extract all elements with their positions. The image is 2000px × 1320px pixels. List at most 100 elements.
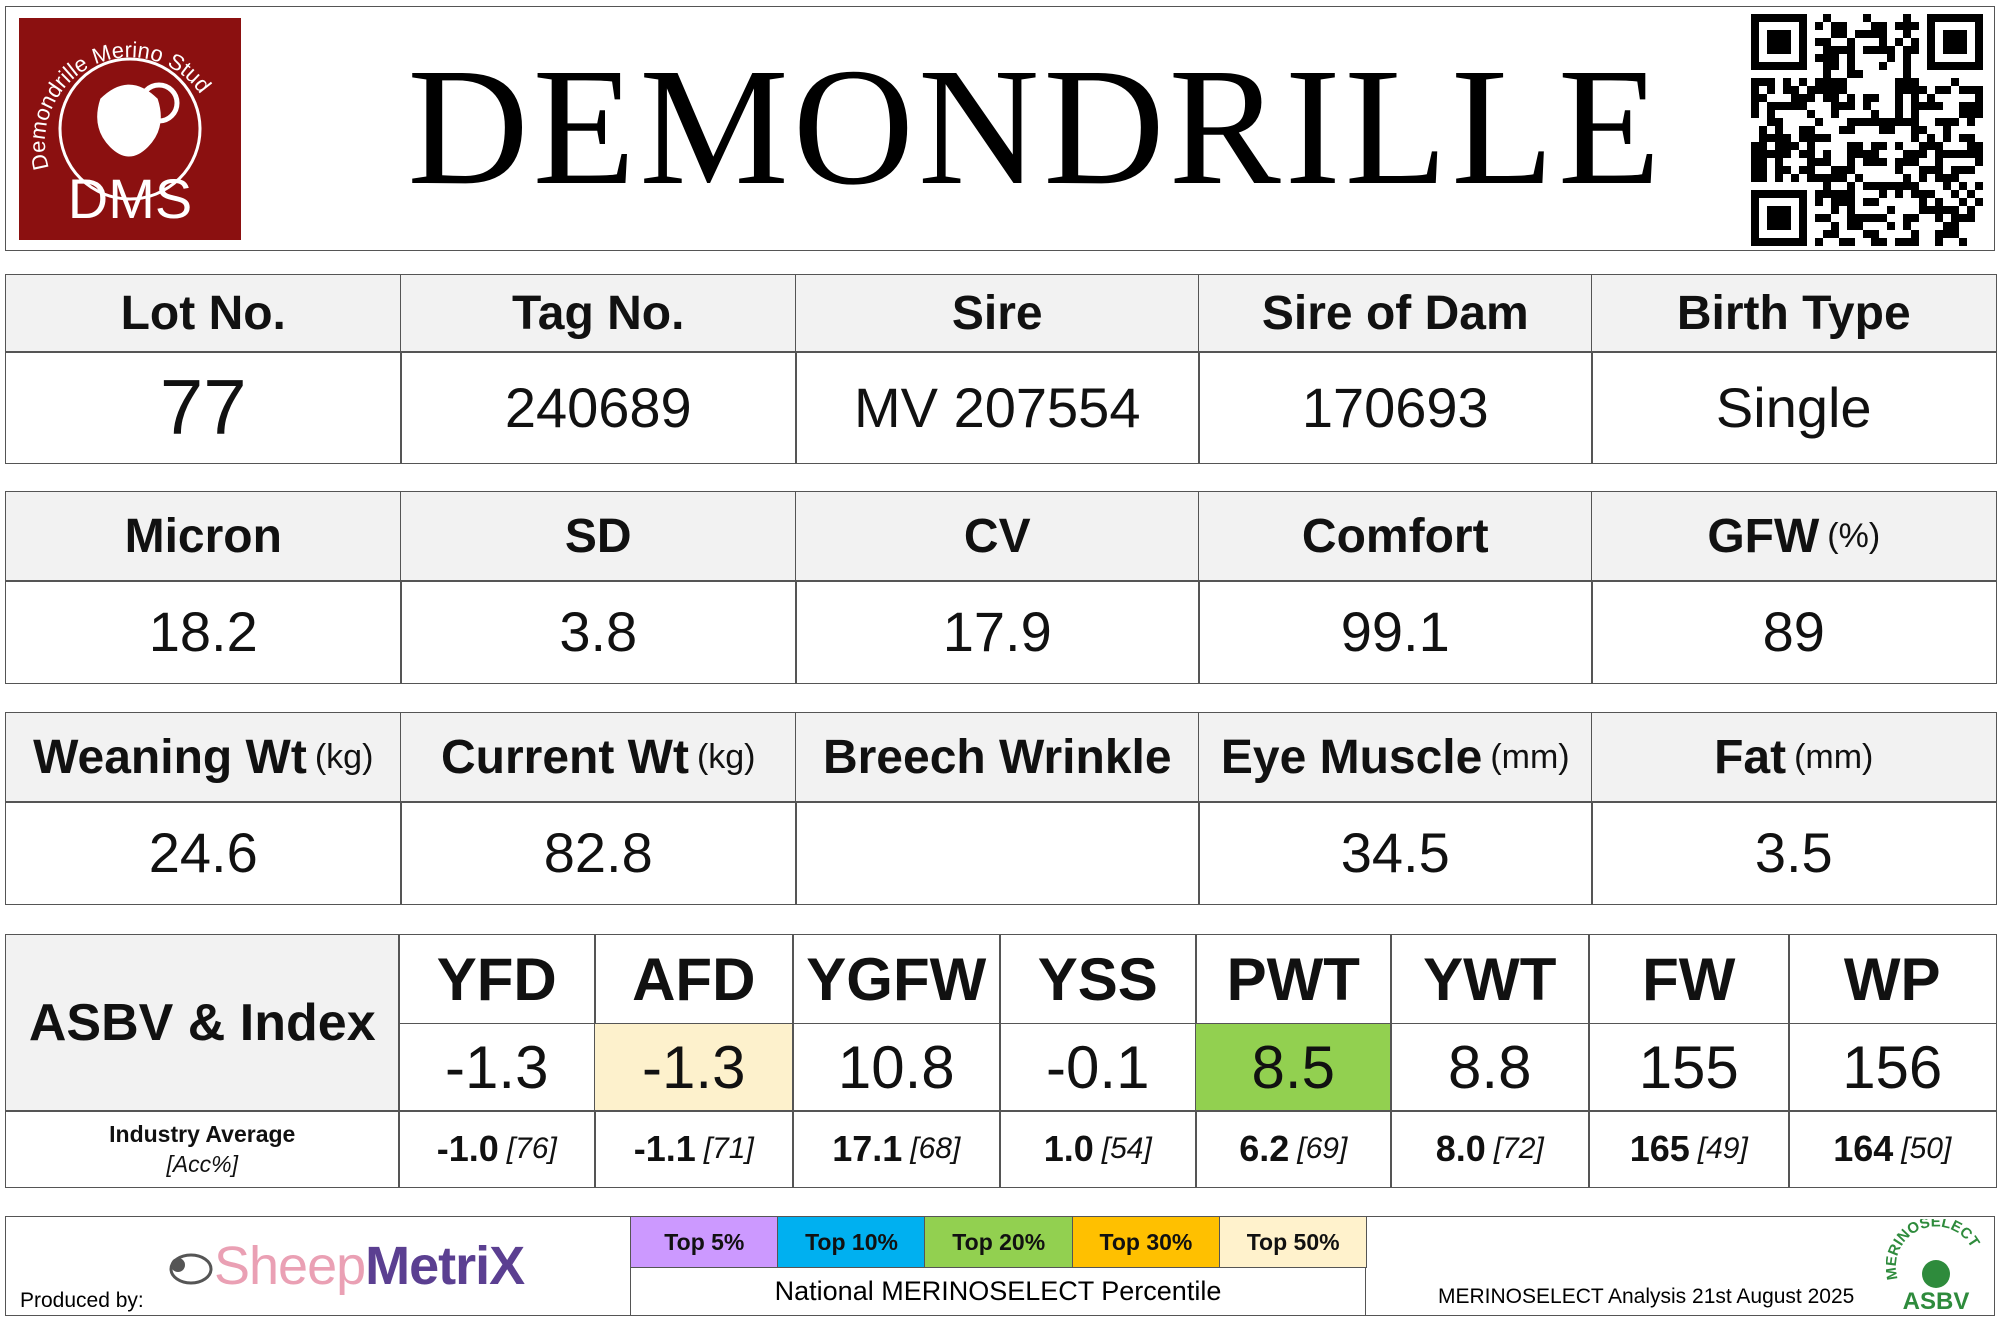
- qr-module: [1807, 110, 1815, 118]
- qr-module: [1959, 14, 1967, 22]
- qr-module: [1927, 94, 1935, 102]
- qr-module: [1895, 158, 1903, 166]
- qr-module: [1823, 158, 1831, 166]
- qr-module: [1799, 46, 1807, 54]
- qr-module: [1767, 30, 1775, 38]
- qr-module: [1951, 38, 1959, 46]
- qr-module: [1919, 174, 1927, 182]
- qr-module: [1951, 166, 1959, 174]
- qr-module: [1975, 86, 1983, 94]
- qr-module: [1871, 158, 1879, 166]
- qr-module: [1759, 62, 1767, 70]
- qr-module: [1783, 46, 1791, 54]
- qr-module: [1799, 198, 1807, 206]
- qr-module: [1799, 150, 1807, 158]
- qr-module: [1759, 126, 1767, 134]
- qr-module: [1863, 14, 1871, 22]
- qr-module: [1751, 174, 1759, 182]
- qr-module: [1975, 182, 1983, 190]
- qr-module: [1815, 214, 1823, 222]
- qr-module: [1839, 238, 1847, 246]
- qr-module: [1911, 46, 1919, 54]
- average-value: 17.1: [832, 1127, 903, 1169]
- qr-module: [1831, 174, 1839, 182]
- header-label: Current Wt: [440, 730, 689, 784]
- qr-module: [1767, 14, 1775, 22]
- qr-module: [1975, 198, 1983, 206]
- header-unit: (mm): [1794, 737, 1874, 776]
- qr-module: [1823, 230, 1831, 238]
- qr-module: [1791, 142, 1799, 150]
- qr-module: [1871, 182, 1879, 190]
- qr-module: [1783, 214, 1791, 222]
- qr-module: [1831, 54, 1839, 62]
- value-cell: 3.5: [1591, 801, 1997, 905]
- qr-module: [1767, 102, 1775, 110]
- qr-module: [1855, 30, 1863, 38]
- qr-module: [1759, 94, 1767, 102]
- qr-module: [1775, 174, 1783, 182]
- column-header: SD: [400, 491, 797, 582]
- qr-module: [1967, 206, 1975, 214]
- qr-module: [1759, 150, 1767, 158]
- asbv-value: 156: [1788, 1023, 1997, 1112]
- qr-module: [1879, 190, 1887, 198]
- qr-module: [1879, 118, 1887, 126]
- value-cell: 170693: [1198, 351, 1593, 464]
- qr-code: [1751, 14, 1983, 246]
- qr-module: [1751, 30, 1759, 38]
- column-header: Eye Muscle (mm): [1198, 712, 1593, 803]
- qr-module: [1895, 142, 1903, 150]
- qr-module: [1823, 70, 1831, 78]
- qr-module: [1815, 190, 1823, 198]
- brand-part: Sheep: [214, 1236, 366, 1296]
- qr-module: [1799, 166, 1807, 174]
- qr-module: [1791, 94, 1799, 102]
- average-value: 6.2: [1239, 1127, 1290, 1169]
- qr-module: [1847, 158, 1855, 166]
- qr-module: [1895, 118, 1903, 126]
- qr-module: [1927, 14, 1935, 22]
- qr-module: [1871, 94, 1879, 102]
- qr-module: [1847, 62, 1855, 70]
- qr-module: [1799, 94, 1807, 102]
- qr-module: [1767, 190, 1775, 198]
- qr-module: [1879, 46, 1887, 54]
- column-header: Current Wt (kg): [400, 712, 797, 803]
- qr-module: [1943, 46, 1951, 54]
- qr-module: [1959, 62, 1967, 70]
- stud-logo: Demondrille Merino Stud DMS: [19, 18, 241, 240]
- qr-module: [1903, 238, 1911, 246]
- qr-module: [1903, 174, 1911, 182]
- qr-module: [1855, 70, 1863, 78]
- qr-module: [1807, 126, 1815, 134]
- value-cell: 82.8: [400, 801, 797, 905]
- qr-module: [1935, 118, 1943, 126]
- qr-module: [1855, 150, 1863, 158]
- average-cell: 165 [49]: [1588, 1110, 1790, 1188]
- qr-module: [1967, 166, 1975, 174]
- qr-module: [1967, 14, 1975, 22]
- qr-module: [1847, 166, 1855, 174]
- qr-module: [1751, 238, 1759, 246]
- qr-module: [1847, 46, 1855, 54]
- qr-module: [1935, 102, 1943, 110]
- qr-module: [1863, 182, 1871, 190]
- qr-module: [1951, 62, 1959, 70]
- qr-module: [1815, 174, 1823, 182]
- qr-module: [1903, 158, 1911, 166]
- qr-module: [1975, 54, 1983, 62]
- qr-module: [1847, 150, 1855, 158]
- qr-module: [1879, 142, 1887, 150]
- qr-module: [1759, 190, 1767, 198]
- qr-module: [1935, 86, 1943, 94]
- qr-module: [1783, 166, 1791, 174]
- qr-module: [1911, 126, 1919, 134]
- qr-module: [1831, 190, 1839, 198]
- qr-module: [1759, 238, 1767, 246]
- qr-module: [1895, 190, 1903, 198]
- asbv-header: FW: [1588, 934, 1790, 1025]
- header-label: Weaning Wt: [33, 730, 307, 784]
- qr-module: [1967, 142, 1975, 150]
- qr-module: [1751, 14, 1759, 22]
